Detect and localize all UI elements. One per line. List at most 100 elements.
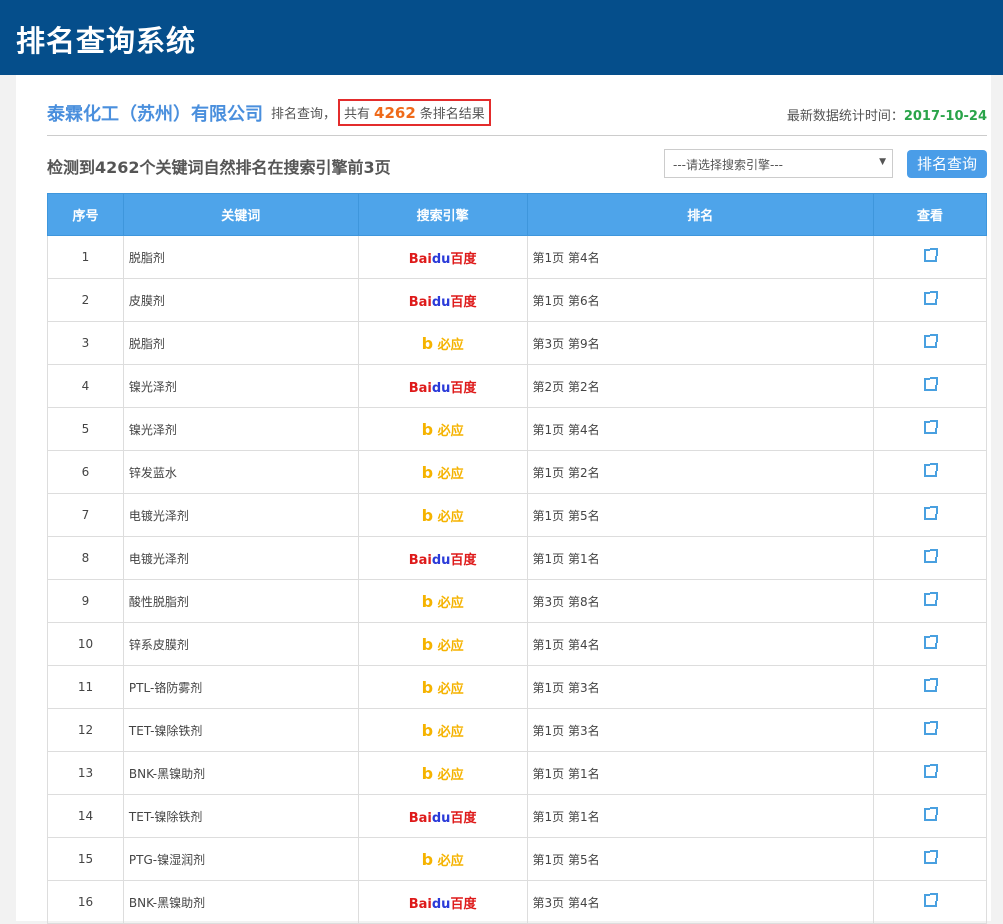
keyword: BNK-黑镍助剂 bbox=[122, 880, 359, 924]
bing-logo-icon: b 必应 bbox=[421, 677, 464, 697]
rank: 第1页 第1名 bbox=[526, 794, 875, 838]
view-cell bbox=[873, 493, 987, 537]
table-row: 9 酸性脱脂剂 b 必应 第3页 第8名 bbox=[47, 579, 987, 623]
external-link-icon[interactable] bbox=[923, 420, 938, 434]
external-link-icon[interactable] bbox=[923, 248, 938, 262]
external-link-icon[interactable] bbox=[923, 807, 938, 821]
keyword: 脱脂剂 bbox=[122, 321, 359, 365]
view-cell bbox=[873, 407, 987, 451]
header-bar: 排名查询系统 bbox=[0, 0, 1003, 75]
divider bbox=[47, 135, 987, 136]
keyword: 镍光泽剂 bbox=[122, 364, 359, 408]
row-number: 2 bbox=[47, 278, 124, 322]
bing-logo-icon: b 必应 bbox=[421, 849, 464, 869]
app-title: 排名查询系统 bbox=[16, 24, 197, 58]
rank-query-button[interactable]: 排名查询 bbox=[907, 150, 987, 178]
view-cell bbox=[873, 364, 987, 408]
external-link-icon[interactable] bbox=[923, 549, 938, 563]
date-label: 最新数据统计时间： bbox=[786, 109, 904, 124]
table-row: 10 锌系皮膜剂 b 必应 第1页 第4名 bbox=[47, 622, 987, 666]
column-header: 排名 bbox=[526, 193, 875, 236]
keyword: 镍光泽剂 bbox=[122, 407, 359, 451]
search-engine: b 必应 bbox=[357, 321, 528, 365]
table-row: 15 PTG-镍湿润剂 b 必应 第1页 第5名 bbox=[47, 837, 987, 881]
baidu-logo-icon: Baidu百度 bbox=[408, 380, 477, 396]
keyword: TET-镍除铁剂 bbox=[122, 794, 359, 838]
stats-date: 最新数据统计时间：2017-10-24 bbox=[787, 105, 987, 124]
view-cell bbox=[873, 622, 987, 666]
external-link-icon[interactable] bbox=[923, 291, 938, 305]
external-link-icon[interactable] bbox=[923, 377, 938, 391]
view-cell bbox=[873, 880, 987, 924]
view-cell bbox=[873, 794, 987, 838]
bing-logo-icon: b 必应 bbox=[421, 333, 464, 353]
bing-logo-icon: b 必应 bbox=[421, 505, 464, 525]
search-engine: Baidu百度 bbox=[357, 880, 528, 924]
row-number: 6 bbox=[47, 450, 124, 494]
external-link-icon[interactable] bbox=[923, 678, 938, 692]
rank: 第1页 第2名 bbox=[526, 450, 875, 494]
table-row: 16 BNK-黑镍助剂 Baidu百度 第3页 第4名 bbox=[47, 880, 987, 924]
keyword: PTG-镍湿润剂 bbox=[122, 837, 359, 881]
summary-heading: 检测到4262个关键词自然排名在搜索引擎前3页 bbox=[47, 158, 391, 177]
search-engine: Baidu百度 bbox=[357, 278, 528, 322]
table-row: 4 镍光泽剂 Baidu百度 第2页 第2名 bbox=[47, 364, 987, 408]
row-number: 15 bbox=[47, 837, 124, 881]
rank: 第3页 第4名 bbox=[526, 880, 875, 924]
table-row: 14 TET-镍除铁剂 Baidu百度 第1页 第1名 bbox=[47, 794, 987, 838]
external-link-icon[interactable] bbox=[923, 893, 938, 907]
row-number: 10 bbox=[47, 622, 124, 666]
search-engine: Baidu百度 bbox=[357, 794, 528, 838]
row-number: 9 bbox=[47, 579, 124, 623]
row-number: 11 bbox=[47, 665, 124, 709]
view-cell bbox=[873, 579, 987, 623]
total-count: 4262 bbox=[374, 104, 416, 122]
view-cell bbox=[873, 837, 987, 881]
dropdown-arrow-icon: ▼ bbox=[879, 157, 886, 167]
external-link-icon[interactable] bbox=[923, 592, 938, 606]
view-cell bbox=[873, 278, 987, 322]
baidu-logo-icon: Baidu百度 bbox=[408, 251, 477, 267]
external-link-icon[interactable] bbox=[923, 463, 938, 477]
rank: 第3页 第8名 bbox=[526, 579, 875, 623]
view-cell bbox=[873, 665, 987, 709]
external-link-icon[interactable] bbox=[923, 850, 938, 864]
external-link-icon[interactable] bbox=[923, 635, 938, 649]
external-link-icon[interactable] bbox=[923, 721, 938, 735]
bing-logo-icon: b 必应 bbox=[421, 720, 464, 740]
external-link-icon[interactable] bbox=[923, 334, 938, 348]
rank: 第3页 第9名 bbox=[526, 321, 875, 365]
search-engine: b 必应 bbox=[357, 579, 528, 623]
external-link-icon[interactable] bbox=[923, 506, 938, 520]
column-header: 关键词 bbox=[122, 193, 359, 236]
keyword: 皮膜剂 bbox=[122, 278, 359, 322]
baidu-logo-icon: Baidu百度 bbox=[408, 294, 477, 310]
search-engine: b 必应 bbox=[357, 751, 528, 795]
row-number: 13 bbox=[47, 751, 124, 795]
view-cell bbox=[873, 751, 987, 795]
row-number: 5 bbox=[47, 407, 124, 451]
bing-logo-icon: b 必应 bbox=[421, 419, 464, 439]
baidu-logo-icon: Baidu百度 bbox=[408, 896, 477, 912]
table-row: 12 TET-镍除铁剂 b 必应 第1页 第3名 bbox=[47, 708, 987, 752]
search-engine: b 必应 bbox=[357, 622, 528, 666]
view-cell bbox=[873, 450, 987, 494]
rank: 第1页 第5名 bbox=[526, 837, 875, 881]
external-link-icon[interactable] bbox=[923, 764, 938, 778]
company-name: 泰霖化工（苏州）有限公司 bbox=[47, 103, 263, 125]
search-engine: b 必应 bbox=[357, 493, 528, 537]
view-cell bbox=[873, 235, 987, 279]
search-engine: b 必应 bbox=[357, 450, 528, 494]
select-value: ---请选择搜索引擎--- bbox=[673, 158, 783, 172]
row-number: 8 bbox=[47, 536, 124, 580]
info-line: 泰霖化工（苏州）有限公司 排名查询， 共有 4262 条排名结果 bbox=[47, 99, 491, 126]
view-cell bbox=[873, 536, 987, 580]
engine-select[interactable]: ---请选择搜索引擎--- ▼ bbox=[664, 149, 893, 178]
column-header: 查看 bbox=[873, 193, 987, 236]
table-row: 5 镍光泽剂 b 必应 第1页 第4名 bbox=[47, 407, 987, 451]
row-number: 16 bbox=[47, 880, 124, 924]
baidu-logo-icon: Baidu百度 bbox=[408, 552, 477, 568]
rank: 第1页 第1名 bbox=[526, 536, 875, 580]
keyword: 电镀光泽剂 bbox=[122, 493, 359, 537]
table-row: 7 电镀光泽剂 b 必应 第1页 第5名 bbox=[47, 493, 987, 537]
